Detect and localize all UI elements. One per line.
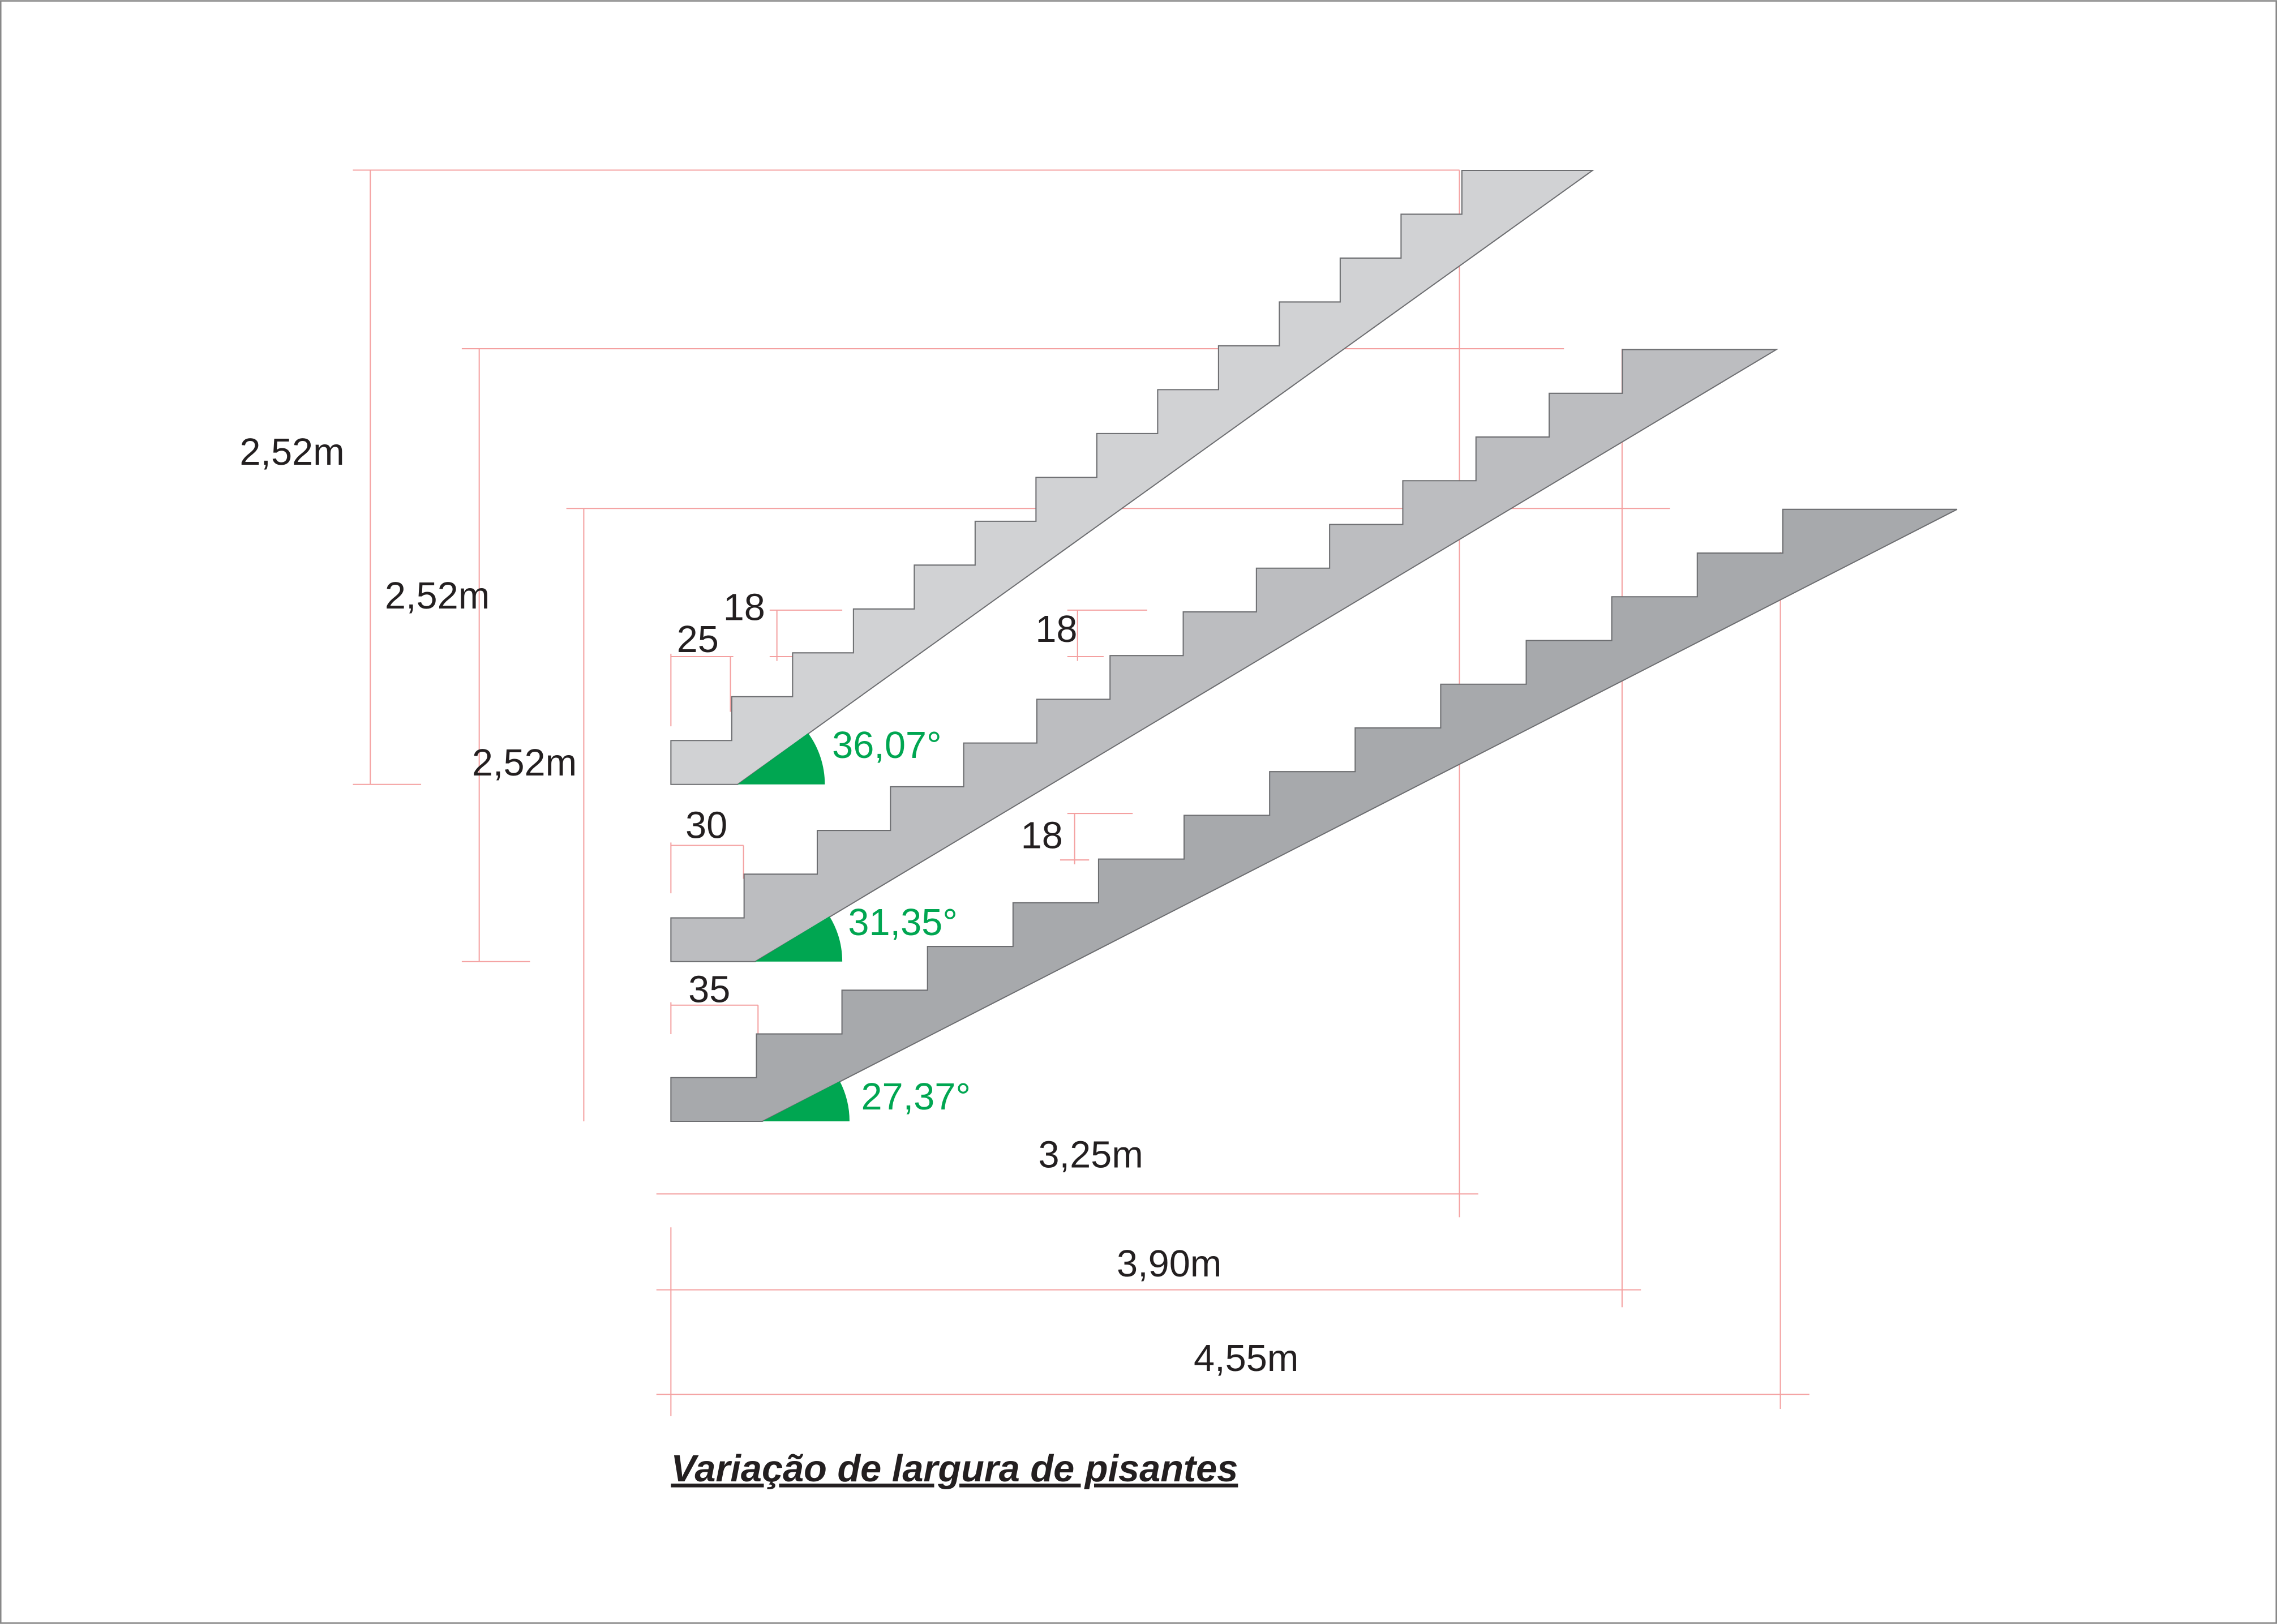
dimension-lines [353, 169, 1809, 1416]
angle-wedge [737, 733, 825, 785]
height-label: 2,52m [385, 575, 490, 617]
staircase-1 [670, 169, 1594, 785]
riser-label: 18 [723, 586, 765, 628]
height-label: 2,52m [472, 742, 577, 784]
staircase-3 [670, 508, 1958, 1122]
riser-label: 18 [1021, 815, 1063, 856]
angle-label: 31,35° [848, 902, 958, 944]
length-label: 4,55m [1194, 1338, 1298, 1379]
staircases [670, 169, 1958, 1122]
angle-wedge [755, 916, 843, 962]
riser-label: 18 [1035, 609, 1077, 650]
angle-wedge [762, 1081, 850, 1121]
length-label: 3,25m [1038, 1134, 1143, 1176]
length-label: 3,90m [1117, 1243, 1221, 1285]
tread-label: 35 [688, 969, 730, 1010]
height-label: 2,52m [239, 431, 344, 473]
angle-label: 27,37° [861, 1076, 971, 1118]
angle-label: 36,07° [832, 725, 942, 766]
caption: Variação de largura de pisantes [671, 1448, 1238, 1490]
tread-label: 30 [685, 804, 727, 846]
staircase-2 [670, 349, 1779, 962]
angle-wedges [737, 733, 850, 1121]
tread-label: 25 [677, 619, 719, 661]
